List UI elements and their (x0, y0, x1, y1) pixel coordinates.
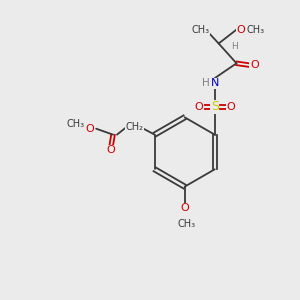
Text: N: N (211, 78, 219, 88)
Text: O: O (180, 203, 189, 214)
Text: CH₃: CH₃ (246, 25, 264, 34)
Text: O: O (85, 124, 94, 134)
Text: CH₃: CH₃ (178, 219, 196, 229)
Text: O: O (194, 102, 203, 112)
Text: CH₃: CH₃ (192, 25, 210, 34)
Text: O: O (107, 146, 116, 155)
Text: O: O (250, 60, 259, 70)
Text: O: O (236, 25, 245, 34)
Text: CH₂: CH₂ (126, 122, 144, 132)
Text: H: H (231, 42, 238, 51)
Text: S: S (211, 100, 219, 113)
Text: CH₃: CH₃ (66, 119, 84, 129)
Text: H: H (202, 78, 210, 88)
Text: O: O (226, 102, 235, 112)
